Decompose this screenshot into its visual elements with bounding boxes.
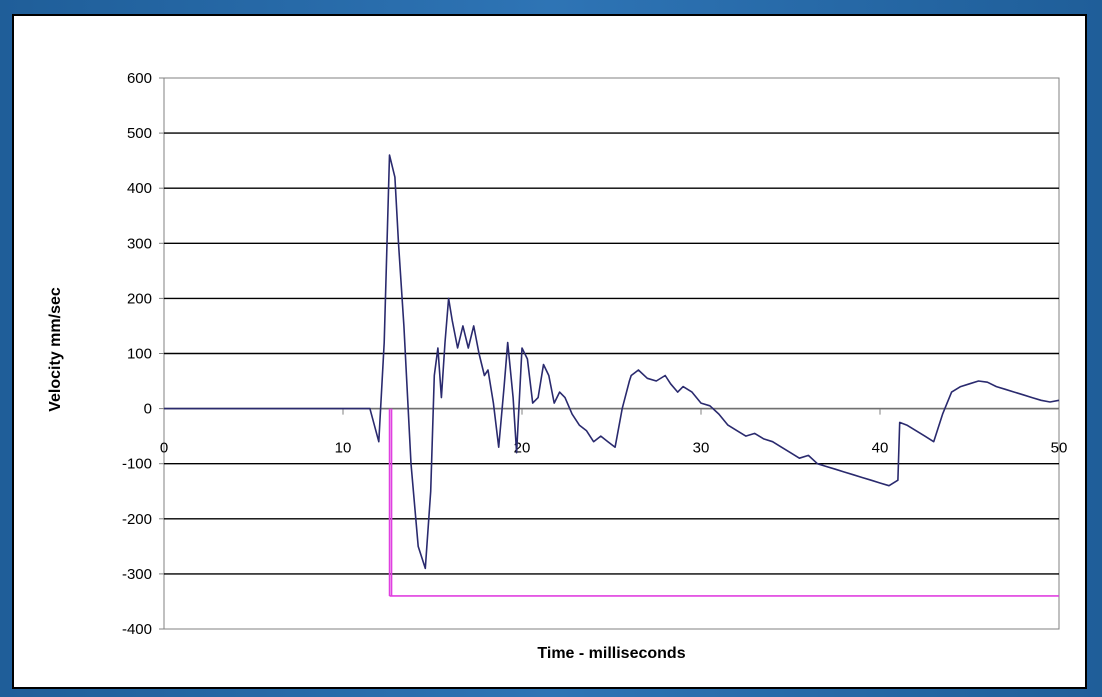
x-axis-label: Time - milliseconds (537, 645, 685, 662)
y-axis-label: Velocity mm/sec (47, 287, 64, 412)
x-tick-label: 40 (872, 440, 889, 457)
y-tick-label: -400 (122, 621, 152, 638)
x-tick-label: 10 (335, 440, 352, 457)
velocity-chart: 600 500 400 300 200 100 0 -100 -200 -300 -400 0 10 2… (47, 70, 1068, 662)
x-tick-labels: 0 10 20 30 40 50 (160, 440, 1068, 457)
x-tick-label: 50 (1051, 440, 1068, 457)
y-tick-label: -100 (122, 456, 152, 473)
series-layer (164, 154, 1060, 597)
y-tick-label: 400 (127, 180, 152, 197)
y-tick-labels: 600 500 400 300 200 100 0 -100 -200 -300 -400 (122, 70, 152, 638)
y-tick-label: 200 (127, 290, 152, 307)
grid-layer (159, 77, 1060, 630)
trigger-series-line (388, 408, 1059, 597)
chart-panel: 600 500 400 300 200 100 0 -100 -200 -300 -400 0 10 2… (12, 14, 1087, 689)
y-tick-label: 600 (127, 70, 152, 87)
x-tick-label: 0 (160, 440, 168, 457)
velocity-series-line (164, 154, 1060, 570)
x-tick-label: 30 (693, 440, 710, 457)
y-tick-label: 0 (144, 401, 152, 418)
y-tick-label: 500 (127, 125, 152, 142)
y-tick-label: -200 (122, 511, 152, 528)
y-tick-label: -300 (122, 566, 152, 583)
y-tick-label: 300 (127, 235, 152, 252)
y-tick-label: 100 (127, 346, 152, 363)
